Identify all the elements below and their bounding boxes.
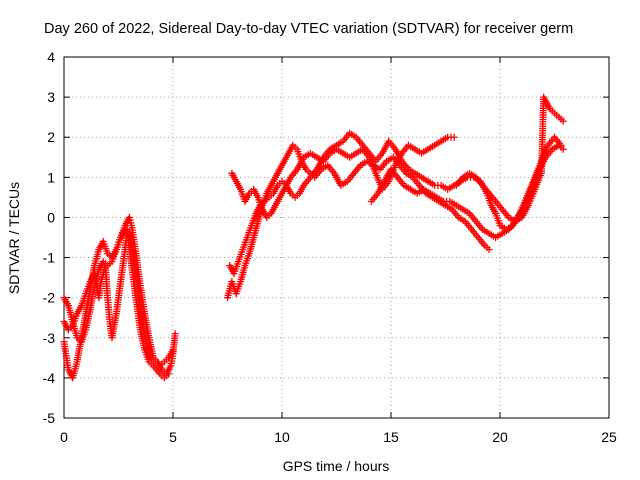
plot-frame [63, 56, 610, 419]
y-tick-label: -5 [43, 410, 56, 426]
x-tick-label: 15 [383, 429, 399, 445]
axis-tick-labels: 0 5 10 15 20 25 -5 -4 -3 -2 -1 0 1 2 3 4 [43, 49, 617, 445]
y-tick-label: -3 [43, 330, 56, 346]
x-tick-label: 25 [601, 429, 617, 445]
data-point [165, 370, 173, 378]
data-point [485, 246, 493, 254]
axis-ticks [63, 56, 610, 419]
x-tick-label: 20 [492, 429, 508, 445]
data-markers [60, 93, 567, 382]
y-axis-label: SDTVAR / TECUs [6, 182, 22, 294]
y-tick-label: 4 [47, 49, 55, 65]
y-tick-label: 0 [47, 209, 55, 225]
y-tick-label: 3 [47, 89, 55, 105]
grid-lines [64, 57, 609, 418]
y-tick-label: -4 [43, 370, 56, 386]
data-point [559, 145, 567, 153]
x-tick-label: 5 [169, 429, 177, 445]
y-tick-label: 1 [47, 169, 55, 185]
data-point [559, 117, 567, 125]
x-axis-label: GPS time / hours [283, 458, 390, 474]
y-tick-label: -1 [43, 250, 56, 266]
x-tick-label: 0 [60, 429, 68, 445]
y-tick-label: -2 [43, 290, 56, 306]
data-point [171, 330, 179, 338]
y-tick-label: 2 [47, 129, 55, 145]
data-point [557, 141, 565, 149]
chart-title: Day 260 of 2022, Sidereal Day-to-day VTE… [44, 21, 573, 37]
x-tick-label: 10 [274, 429, 290, 445]
data-point [450, 133, 458, 141]
data-point [169, 346, 177, 354]
